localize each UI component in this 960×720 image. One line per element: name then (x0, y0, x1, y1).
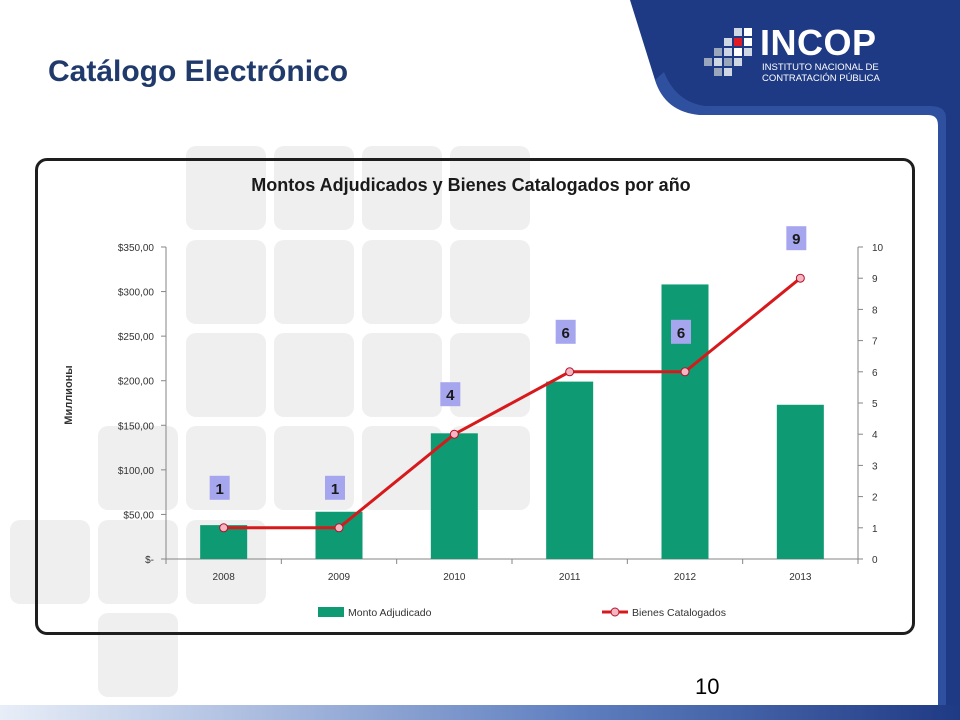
logo-pixel (714, 58, 722, 66)
marker-bienes-2008 (219, 523, 229, 533)
logo-pixel (744, 48, 752, 56)
chart-title: Montos Adjudicados y Bienes Catalogados … (251, 175, 690, 195)
bg-square (10, 520, 90, 604)
logo-pixel (724, 38, 732, 46)
data-label-box (325, 475, 345, 500)
data-label-2010: 4 (446, 387, 455, 404)
y2-tick-label: 0 (872, 555, 878, 566)
x-tick-label: 2008 (213, 572, 236, 583)
bg-square (186, 240, 266, 324)
bar-monto-2013 (776, 404, 824, 559)
x-tick-label: 2009 (328, 572, 351, 583)
y2-tick-label: 9 (872, 274, 878, 285)
logo-subtitle-line2: CONTRATACIÓN PÚBLICA (762, 73, 880, 84)
incop-logo: INCOP INSTITUTO NACIONAL DE CONTRATACIÓN… (704, 22, 904, 92)
bar-monto-2009 (315, 511, 363, 559)
y2-tick-label: 10 (872, 243, 884, 254)
y-axis-label: Миллионы (63, 365, 75, 424)
logo-pixel (734, 38, 742, 46)
logo-pixel (734, 28, 742, 36)
y-tick-label: $350,00 (118, 243, 155, 254)
bg-square (186, 426, 266, 510)
data-label-box (555, 319, 576, 344)
bg-square (450, 146, 530, 230)
bg-square (186, 146, 266, 230)
data-label-box (209, 475, 230, 500)
logo-pixel (734, 48, 742, 56)
bg-square (186, 333, 266, 417)
logo-subtitle-line1: INSTITUTO NACIONAL DE (762, 62, 879, 73)
logo-pixel (744, 28, 752, 36)
bg-square (274, 240, 354, 324)
y-tick-label: $100,00 (118, 466, 155, 477)
bar-monto-2010 (430, 433, 478, 559)
y-tick-label: $- (145, 555, 154, 566)
legend-bar-swatch (318, 607, 344, 617)
y-tick-label: $300,00 (118, 288, 155, 299)
y2-tick-label: 5 (872, 399, 878, 410)
y-tick-label: $250,00 (118, 332, 155, 343)
page-number: 10 (695, 674, 720, 699)
legend-line-label: Bienes Catalogados (632, 607, 726, 619)
logo-pixel (714, 48, 722, 56)
x-tick-label: 2012 (674, 572, 697, 583)
marker-bienes-2010 (449, 429, 459, 439)
data-label-box (440, 382, 461, 407)
bg-square (362, 426, 442, 510)
y-tick-label: $150,00 (118, 421, 155, 432)
data-label-2011: 6 (561, 325, 569, 342)
x-tick-label: 2013 (789, 572, 812, 583)
bar-monto-2011 (546, 381, 594, 559)
y2-tick-label: 8 (872, 305, 878, 316)
bg-square (450, 333, 530, 417)
data-label-box (786, 226, 807, 251)
logo-pixel (734, 58, 742, 66)
y2-tick-label: 2 (872, 493, 878, 504)
y2-tick-label: 6 (872, 368, 878, 379)
y2-tick-label: 1 (872, 524, 878, 535)
marker-bienes-2012 (680, 367, 690, 377)
x-tick-label: 2010 (443, 572, 466, 583)
y2-tick-label: 3 (872, 461, 878, 472)
bg-square (274, 333, 354, 417)
logo-name: INCOP (760, 22, 877, 63)
data-label-2009: 1 (331, 481, 339, 498)
chart-frame (35, 158, 915, 635)
logo-pixel (744, 38, 752, 46)
legend-line-marker (610, 607, 620, 617)
slide-title: Catálogo Electrónico (48, 55, 349, 88)
data-label-2012: 6 (677, 325, 685, 342)
y2-tick-label: 7 (872, 337, 878, 348)
data-label-2008: 1 (215, 481, 223, 498)
bg-square (450, 240, 530, 324)
logo-pixel (714, 68, 722, 76)
bg-square (274, 146, 354, 230)
y2-tick-label: 4 (872, 430, 878, 441)
data-label-box (671, 319, 691, 344)
data-label-2013: 9 (792, 231, 800, 248)
logo-mark-icon (704, 28, 752, 76)
x-tick-label: 2011 (559, 572, 581, 583)
logo-pixel (704, 58, 712, 66)
marker-bienes-2013 (795, 273, 805, 283)
legend-bar-label: Monto Adjudicado (348, 607, 432, 619)
y-tick-label: $200,00 (118, 377, 155, 388)
logo-pixel (724, 48, 732, 56)
bg-square (362, 333, 442, 417)
y-tick-label: $50,00 (123, 510, 154, 521)
marker-bienes-2011 (565, 367, 575, 377)
bg-square (98, 520, 178, 604)
bg-square (362, 146, 442, 230)
bg-square (362, 240, 442, 324)
marker-bienes-2009 (334, 523, 344, 533)
bg-square (98, 426, 178, 510)
bottom-bar (0, 705, 960, 720)
logo-pixel (724, 58, 732, 66)
line-bienes (223, 277, 802, 530)
logo-pixel (724, 68, 732, 76)
